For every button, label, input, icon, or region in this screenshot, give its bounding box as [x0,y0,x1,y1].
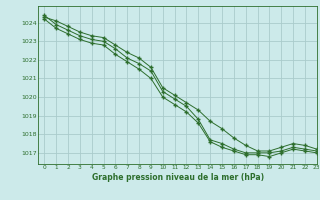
X-axis label: Graphe pression niveau de la mer (hPa): Graphe pression niveau de la mer (hPa) [92,173,264,182]
